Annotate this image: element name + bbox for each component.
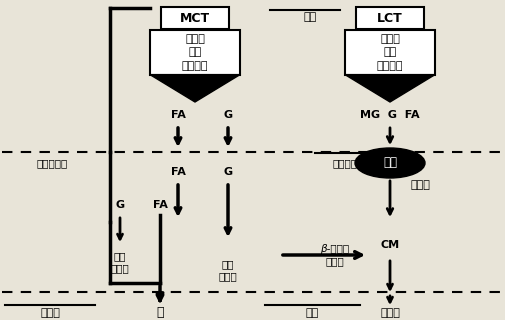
Ellipse shape bbox=[355, 148, 424, 178]
Text: 胸导管: 胸导管 bbox=[379, 308, 399, 318]
Text: G: G bbox=[115, 200, 124, 210]
Text: G: G bbox=[223, 110, 232, 120]
Bar bbox=[356, 7, 423, 29]
Text: FA: FA bbox=[170, 167, 185, 177]
Text: 再酯化: 再酯化 bbox=[409, 180, 429, 190]
Text: FA: FA bbox=[153, 200, 167, 210]
Text: 微粒: 微粒 bbox=[382, 156, 396, 170]
Text: 分解
或移去: 分解 或移去 bbox=[111, 251, 129, 273]
Polygon shape bbox=[149, 75, 239, 102]
Text: CM: CM bbox=[380, 240, 399, 250]
Text: 分解
或移去: 分解 或移去 bbox=[218, 259, 237, 281]
Text: 门静脉: 门静脉 bbox=[40, 308, 60, 318]
Bar bbox=[161, 7, 229, 29]
Text: MCT: MCT bbox=[180, 12, 210, 25]
Text: 淋巴: 淋巴 bbox=[305, 308, 318, 318]
Text: G: G bbox=[223, 167, 232, 177]
Text: 肝: 肝 bbox=[156, 307, 164, 319]
Text: MG  G  FA: MG G FA bbox=[360, 110, 419, 120]
Text: FA: FA bbox=[170, 110, 185, 120]
Text: 胰脂酶
胆盐
碳酸氢盐: 胰脂酶 胆盐 碳酸氢盐 bbox=[376, 34, 402, 70]
Bar bbox=[344, 30, 434, 75]
Text: 肠腔: 肠腔 bbox=[303, 12, 316, 22]
Polygon shape bbox=[344, 75, 434, 102]
Text: 微粒体脂酶: 微粒体脂酶 bbox=[36, 158, 68, 168]
Text: β-脂蛋白
（肝）: β-脂蛋白 （肝） bbox=[320, 244, 349, 266]
Text: LCT: LCT bbox=[376, 12, 402, 25]
Text: 粘膜细胞: 粘膜细胞 bbox=[332, 158, 357, 168]
Text: 胰脂酶
胆盐
碳酸氢盐: 胰脂酶 胆盐 碳酸氢盐 bbox=[181, 34, 208, 70]
Bar bbox=[149, 30, 239, 75]
